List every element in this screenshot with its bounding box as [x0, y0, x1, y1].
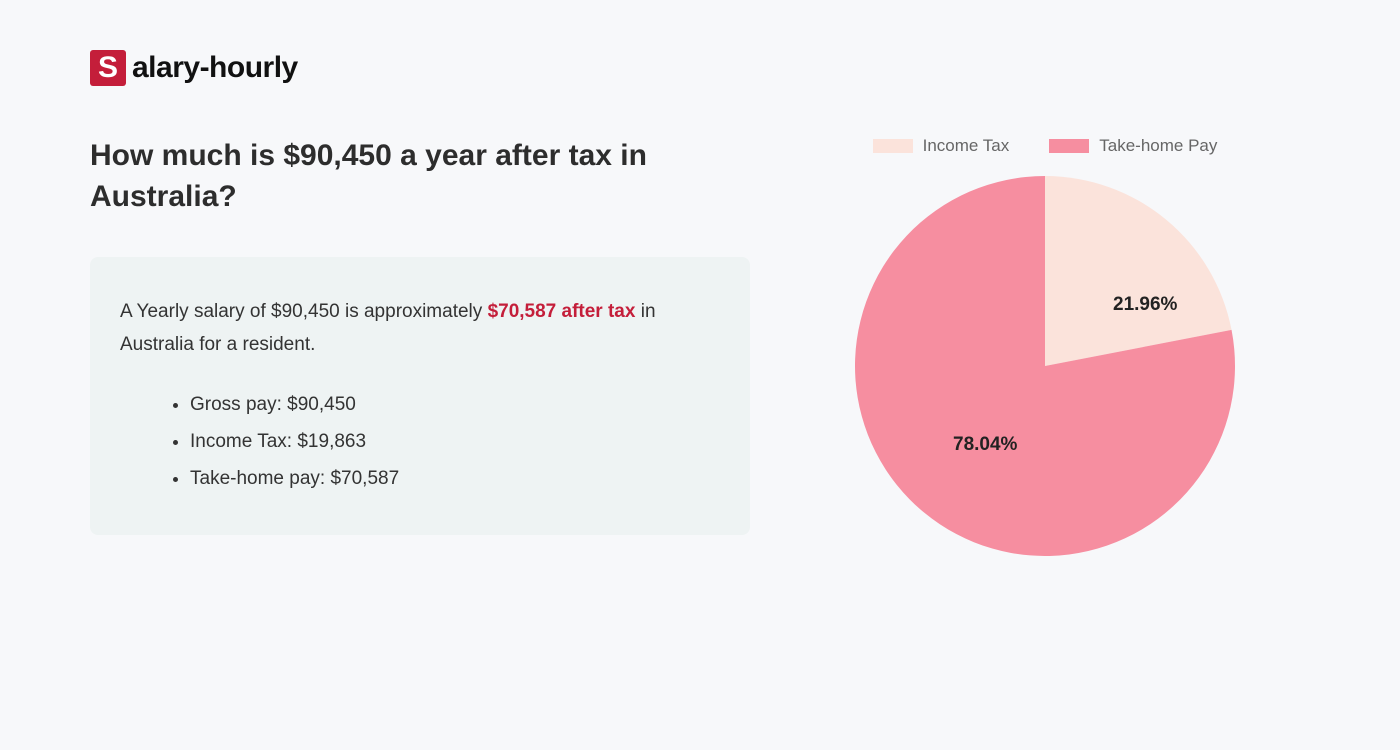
- list-item: Take-home pay: $70,587: [190, 460, 712, 497]
- left-column: How much is $90,450 a year after tax in …: [90, 136, 750, 556]
- main-content: How much is $90,450 a year after tax in …: [90, 136, 1310, 556]
- legend-label: Income Tax: [923, 136, 1010, 156]
- slice-label-income-tax: 21.96%: [1113, 294, 1177, 316]
- summary-text: A Yearly salary of $90,450 is approximat…: [120, 295, 712, 362]
- summary-box: A Yearly salary of $90,450 is approximat…: [90, 257, 750, 535]
- legend-label: Take-home Pay: [1099, 136, 1217, 156]
- slice-label-take-home: 78.04%: [953, 434, 1017, 456]
- summary-highlight: $70,587 after tax: [488, 301, 636, 322]
- logo-text: alary-hourly: [132, 51, 298, 85]
- legend-item-income-tax: Income Tax: [873, 136, 1010, 156]
- swatch-icon: [873, 139, 913, 153]
- facts-list: Gross pay: $90,450 Income Tax: $19,863 T…: [120, 386, 712, 497]
- logo-icon: S: [90, 50, 126, 86]
- chart-column: Income Tax Take-home Pay 21.96% 78.04%: [830, 136, 1260, 556]
- legend-item-take-home: Take-home Pay: [1049, 136, 1217, 156]
- list-item: Income Tax: $19,863: [190, 423, 712, 460]
- pie-svg: [855, 176, 1235, 556]
- pie-chart: 21.96% 78.04%: [855, 176, 1235, 556]
- page-heading: How much is $90,450 a year after tax in …: [90, 136, 750, 217]
- summary-pre: A Yearly salary of $90,450 is approximat…: [120, 301, 488, 322]
- swatch-icon: [1049, 139, 1089, 153]
- chart-legend: Income Tax Take-home Pay: [873, 136, 1218, 156]
- logo: S alary-hourly: [90, 50, 1310, 86]
- list-item: Gross pay: $90,450: [190, 386, 712, 423]
